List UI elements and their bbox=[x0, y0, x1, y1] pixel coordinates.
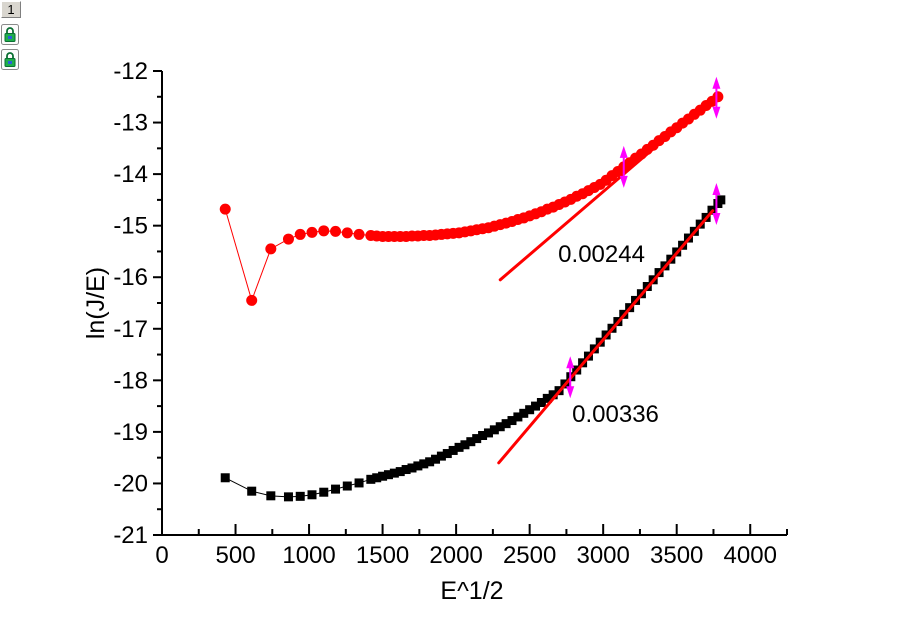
black-squares-series-marker[interactable] bbox=[401, 465, 411, 475]
black-squares-series-marker[interactable] bbox=[295, 491, 305, 501]
black-squares-series-marker[interactable] bbox=[378, 471, 388, 481]
black-squares-series-marker[interactable] bbox=[436, 451, 446, 461]
y-tick-label: -14 bbox=[113, 161, 148, 188]
y-tick-label: -15 bbox=[113, 213, 148, 240]
red-circles-series-line[interactable] bbox=[224, 96, 719, 303]
black-squares-series-marker[interactable] bbox=[372, 473, 382, 483]
black-squares-series-marker[interactable] bbox=[425, 457, 435, 467]
red-circles-series-marker[interactable] bbox=[265, 243, 277, 255]
red-circles-series-marker[interactable] bbox=[219, 203, 231, 215]
black-squares-series-marker[interactable] bbox=[513, 412, 523, 422]
black-squares-series-line[interactable] bbox=[225, 199, 722, 498]
black-squares-series-marker[interactable] bbox=[319, 487, 329, 497]
range-arrow[interactable] bbox=[712, 183, 721, 226]
red-circles-series-marker[interactable] bbox=[330, 225, 342, 237]
x-tick-label: 3500 bbox=[650, 542, 703, 569]
range-arrow[interactable] bbox=[619, 145, 628, 188]
black-squares-series-marker[interactable] bbox=[283, 492, 293, 502]
black-squares-series-marker[interactable] bbox=[507, 416, 517, 426]
range-arrow-part bbox=[712, 213, 721, 226]
black-squares-series-marker[interactable] bbox=[220, 473, 230, 483]
black-squares-series-marker[interactable] bbox=[466, 437, 476, 447]
black-squares-series-marker[interactable] bbox=[536, 398, 546, 408]
black-squares-series-marker[interactable] bbox=[716, 195, 726, 205]
padlock-icon bbox=[1, 24, 19, 45]
y-tick-label: -16 bbox=[113, 264, 148, 291]
y-tick-label: -20 bbox=[113, 470, 148, 497]
red-circles-series-marker[interactable] bbox=[294, 228, 306, 240]
x-tick-label: 3000 bbox=[576, 542, 629, 569]
lock-icon-1[interactable] bbox=[1, 24, 19, 45]
black-squares-series-marker[interactable] bbox=[454, 442, 464, 452]
black-squares-series-marker[interactable] bbox=[472, 434, 482, 444]
x-axis-title: E^1/2 bbox=[440, 577, 504, 605]
black-squares-series-marker[interactable] bbox=[342, 481, 352, 491]
range-arrow-part bbox=[712, 76, 721, 89]
x-tick-label: 1500 bbox=[356, 542, 409, 569]
range-arrow-part bbox=[712, 183, 721, 196]
black-squares-series-marker[interactable] bbox=[519, 408, 529, 418]
range-arrow-part bbox=[619, 175, 628, 188]
red-circles-series-marker[interactable] bbox=[306, 226, 318, 238]
black-squares-series-marker[interactable] bbox=[407, 463, 417, 473]
black-squares-series-marker[interactable] bbox=[483, 428, 493, 438]
y-tick-label: -18 bbox=[113, 367, 148, 394]
black-squares-series-marker[interactable] bbox=[501, 419, 511, 429]
x-tick-label: 2500 bbox=[503, 542, 556, 569]
black-squares-series-marker[interactable] bbox=[247, 486, 257, 496]
x-tick-label: 0 bbox=[155, 542, 168, 569]
y-tick-label: -12 bbox=[113, 58, 148, 85]
y-tick-label: -17 bbox=[113, 316, 148, 343]
red-circles-series-marker[interactable] bbox=[246, 294, 258, 306]
slope-annotation[interactable]: 0.00244 bbox=[558, 241, 645, 268]
red-circles-series-marker[interactable] bbox=[353, 228, 365, 240]
black-squares-series-marker[interactable] bbox=[413, 461, 423, 471]
black-squares-series-marker[interactable] bbox=[307, 490, 317, 500]
red-circles-series-marker[interactable] bbox=[341, 227, 353, 239]
fit-line-black-series[interactable] bbox=[497, 209, 715, 465]
black-squares-series-marker[interactable] bbox=[542, 393, 552, 403]
y-axis-title: ln(J/E) bbox=[82, 266, 110, 340]
black-squares-series-marker[interactable] bbox=[389, 468, 399, 478]
black-squares-series-marker[interactable] bbox=[366, 474, 376, 484]
black-squares-series-marker[interactable] bbox=[478, 430, 488, 440]
lock-icon-2[interactable] bbox=[1, 49, 19, 70]
range-arrow[interactable] bbox=[712, 76, 721, 119]
red-circles-series-marker[interactable] bbox=[318, 225, 330, 237]
black-squares-series-marker[interactable] bbox=[331, 484, 341, 494]
black-squares-series-marker[interactable] bbox=[525, 405, 535, 415]
x-tick-label: 2000 bbox=[429, 542, 482, 569]
black-squares-series-marker[interactable] bbox=[442, 449, 452, 459]
y-tick-label: -21 bbox=[113, 522, 148, 549]
black-squares-series-marker[interactable] bbox=[431, 454, 441, 464]
red-circles-series-marker[interactable] bbox=[282, 233, 294, 245]
y-tick-label: -19 bbox=[113, 419, 148, 446]
padlock-icon bbox=[1, 49, 19, 70]
x-tick-label: 500 bbox=[216, 542, 256, 569]
black-squares-series-marker[interactable] bbox=[548, 390, 558, 400]
black-squares-series-marker[interactable] bbox=[419, 459, 429, 469]
black-squares-series-marker[interactable] bbox=[266, 491, 276, 501]
fit-line-red-series[interactable] bbox=[498, 93, 718, 282]
range-arrow-part bbox=[712, 106, 721, 119]
range-arrow-part bbox=[619, 145, 628, 158]
black-squares-series-marker[interactable] bbox=[489, 425, 499, 435]
slope-annotation[interactable]: 0.00336 bbox=[572, 401, 659, 428]
y-tick-label: -13 bbox=[113, 110, 148, 137]
x-tick-label: 4000 bbox=[724, 542, 777, 569]
range-arrow-part bbox=[566, 356, 575, 369]
black-squares-series-marker[interactable] bbox=[395, 467, 405, 477]
black-squares-series-marker[interactable] bbox=[531, 401, 541, 411]
x-tick-label: 1000 bbox=[282, 542, 335, 569]
black-squares-series-marker[interactable] bbox=[448, 445, 458, 455]
range-arrow[interactable] bbox=[566, 356, 575, 399]
black-squares-series-marker[interactable] bbox=[495, 422, 505, 432]
black-squares-series-marker[interactable] bbox=[354, 478, 364, 488]
black-squares-series-marker[interactable] bbox=[383, 470, 393, 480]
layer-1-button[interactable]: 1 bbox=[1, 1, 21, 18]
black-squares-series-marker[interactable] bbox=[460, 440, 470, 450]
range-arrow-part bbox=[566, 386, 575, 399]
